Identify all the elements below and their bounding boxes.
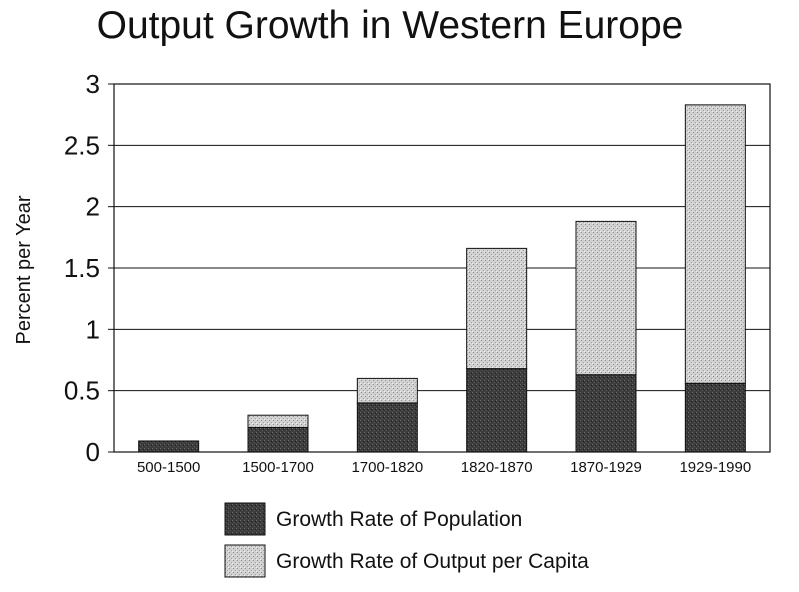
plot-frame bbox=[113, 83, 771, 453]
x-tick-label: 1929-1990 bbox=[679, 459, 751, 476]
bar-population bbox=[356, 402, 418, 453]
bar-population bbox=[466, 368, 528, 453]
y-axis-ticks: 0 0.5 1 1.5 2 2.5 3 bbox=[64, 69, 114, 467]
chart-title: Output Growth in Western Europe bbox=[97, 4, 684, 47]
bar-population bbox=[575, 374, 637, 453]
y-tick-label: 1 bbox=[86, 314, 100, 344]
y-tick-label: 2.5 bbox=[64, 130, 100, 160]
bar-population bbox=[684, 382, 746, 453]
x-tick-label: 1500-1700 bbox=[242, 459, 314, 476]
bars bbox=[138, 104, 746, 453]
x-tick-label: 1870-1929 bbox=[570, 459, 642, 476]
y-tick-label: 2 bbox=[86, 192, 100, 222]
x-tick-label: 500-1500 bbox=[137, 459, 200, 476]
y-axis-label: Percent per Year bbox=[13, 195, 35, 344]
legend-label-output-per-capita: Growth Rate of Output per Capita bbox=[276, 550, 589, 573]
y-tick-label: 3 bbox=[86, 69, 100, 99]
bar-output-per-capita bbox=[466, 247, 528, 370]
bar-population bbox=[138, 440, 200, 453]
y-tick-label: 0.5 bbox=[64, 376, 100, 406]
legend: Growth Rate of Population Growth Rate of… bbox=[224, 502, 589, 578]
legend-swatch-population bbox=[224, 502, 266, 536]
bar-output-per-capita bbox=[356, 377, 418, 404]
bar-output-per-capita bbox=[575, 220, 637, 376]
legend-swatch-output-per-capita bbox=[224, 544, 266, 578]
legend-label-population: Growth Rate of Population bbox=[276, 508, 522, 531]
y-tick-label: 1.5 bbox=[64, 253, 100, 283]
bar-population bbox=[247, 426, 309, 453]
bar-output-per-capita bbox=[247, 414, 309, 428]
y-tick-label: 0 bbox=[86, 437, 100, 467]
gridlines bbox=[114, 144, 770, 392]
bar-output-per-capita bbox=[684, 104, 746, 384]
x-tick-label: 1700-1820 bbox=[351, 459, 423, 476]
x-tick-label: 1820-1870 bbox=[461, 459, 533, 476]
x-axis-ticks: 500-1500 1500-1700 1700-1820 1820-1870 1870-… bbox=[137, 459, 751, 476]
